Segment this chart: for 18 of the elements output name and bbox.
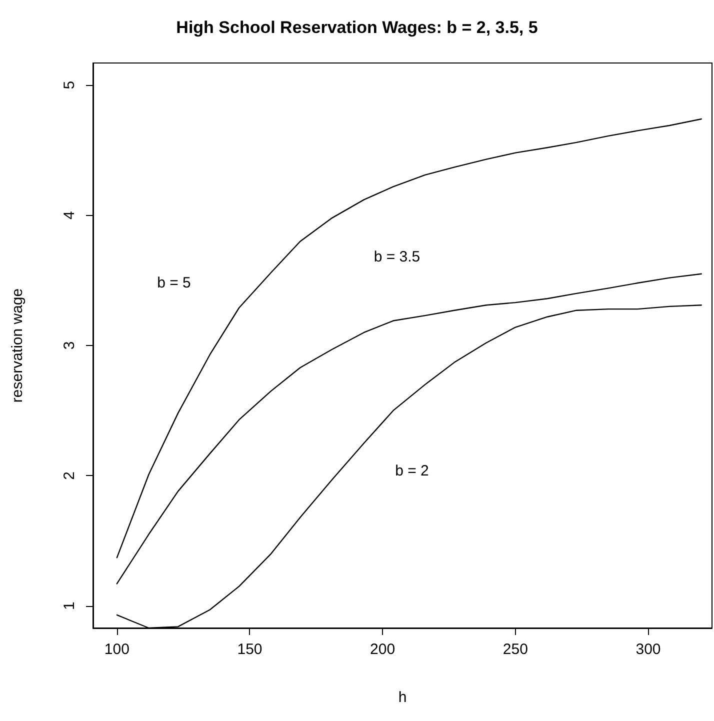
x-tick-label: 200 xyxy=(370,641,396,658)
line-series xyxy=(116,118,702,558)
annotation: b = 5 xyxy=(157,274,191,292)
chart-title: High School Reservation Wages: b = 2, 3.5, 5 xyxy=(176,18,538,37)
annotation: b = 2 xyxy=(395,462,429,480)
x-tick-label: 150 xyxy=(237,641,262,658)
y-tick-label: 3 xyxy=(61,341,78,350)
y-tick-label: 2 xyxy=(61,472,78,480)
y-tick-label: 5 xyxy=(61,80,78,90)
x-tick-label: 300 xyxy=(636,641,661,658)
x-tick-label: 100 xyxy=(104,641,130,658)
x-tick-label: 250 xyxy=(502,641,528,658)
y-axis-title: reservation wage xyxy=(9,288,26,403)
line-series xyxy=(116,273,702,584)
y-tick-label: 1 xyxy=(61,602,78,610)
y-tick-label: 4 xyxy=(61,211,78,220)
x-axis-title: h xyxy=(398,689,407,706)
annotation: b = 3.5 xyxy=(374,248,420,266)
